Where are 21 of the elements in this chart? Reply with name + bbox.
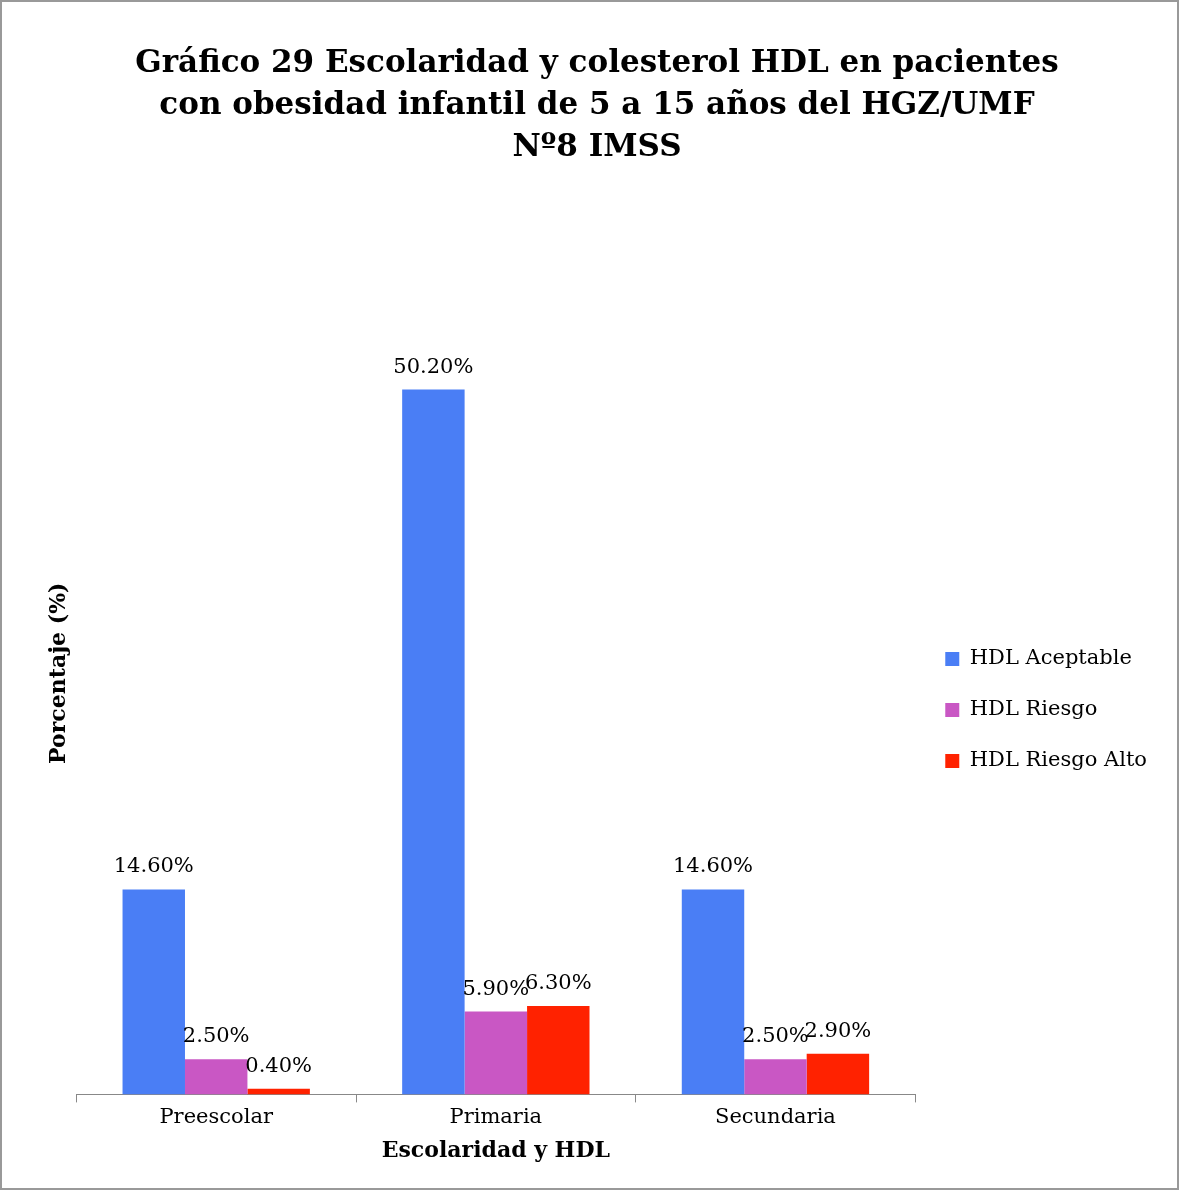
data-label: 14.60% <box>113 853 194 878</box>
bar <box>402 389 465 1095</box>
chart-title: Gráfico 29 Escolaridad y colesterol HDL en pacientes con obesidad infantil de 5 a 15 años del HGZ/UMF Nº8 IMSS <box>134 42 1060 165</box>
bar <box>184 1059 248 1095</box>
data-label: 50.20% <box>393 353 474 378</box>
bar <box>464 1011 528 1095</box>
x-axis-title: Escolaridad y HDL <box>381 1135 610 1162</box>
x-tick-label: Secundaria <box>715 1104 836 1129</box>
bar <box>527 1005 590 1095</box>
x-tick-label: Primaria <box>449 1104 543 1129</box>
bar <box>744 1059 807 1095</box>
bar <box>247 1088 310 1095</box>
bar <box>122 889 185 1095</box>
data-label: 14.60% <box>672 853 754 878</box>
bar <box>806 1053 870 1095</box>
x-tick-label: Preescolar <box>159 1104 274 1129</box>
bar <box>681 889 745 1095</box>
y-axis-title: Porcentaje (%) <box>43 582 70 764</box>
legend-label: HDL Aceptable <box>969 645 1132 670</box>
legend-label: HDL Riesgo <box>969 696 1098 721</box>
legend-label: HDL Riesgo Alto <box>969 747 1148 772</box>
